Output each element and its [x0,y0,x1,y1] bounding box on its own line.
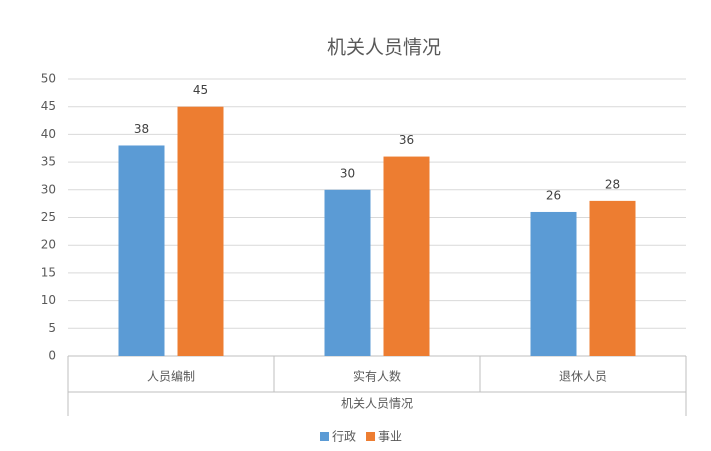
legend-swatch [366,432,376,441]
y-tick-label: 5 [48,321,56,335]
x-tick-label: 实有人数 [353,369,401,384]
value-label: 26 [546,188,561,202]
y-tick-label: 45 [41,99,56,113]
x-tick-label: 人员编制 [147,369,195,384]
value-label: 28 [605,177,620,191]
value-label: 38 [134,122,149,136]
bar [177,106,224,356]
value-label: 36 [399,133,414,147]
chart-title: 机关人员情况 [327,37,441,59]
bar [118,145,165,356]
bar [589,200,636,356]
value-label: 45 [193,83,208,97]
y-tick-label: 15 [41,265,56,279]
y-tick-label: 35 [41,155,56,169]
y-tick-label: 30 [41,182,56,196]
x-axis-title: 机关人员情况 [341,397,413,411]
y-tick-label: 10 [41,293,56,307]
bar [324,189,371,356]
x-tick-label: 退休人员 [559,370,607,384]
y-tick-label: 0 [48,349,56,363]
legend-label: 行政 [332,430,356,444]
y-tick-label: 20 [41,238,56,252]
value-label: 30 [340,166,355,180]
bar [383,156,430,356]
y-tick-label: 50 [41,72,56,86]
y-tick-label: 40 [41,127,56,141]
bar [530,211,577,356]
y-tick-label: 25 [41,210,56,224]
legend-label: 事业 [378,430,402,444]
legend-swatch [320,432,329,441]
